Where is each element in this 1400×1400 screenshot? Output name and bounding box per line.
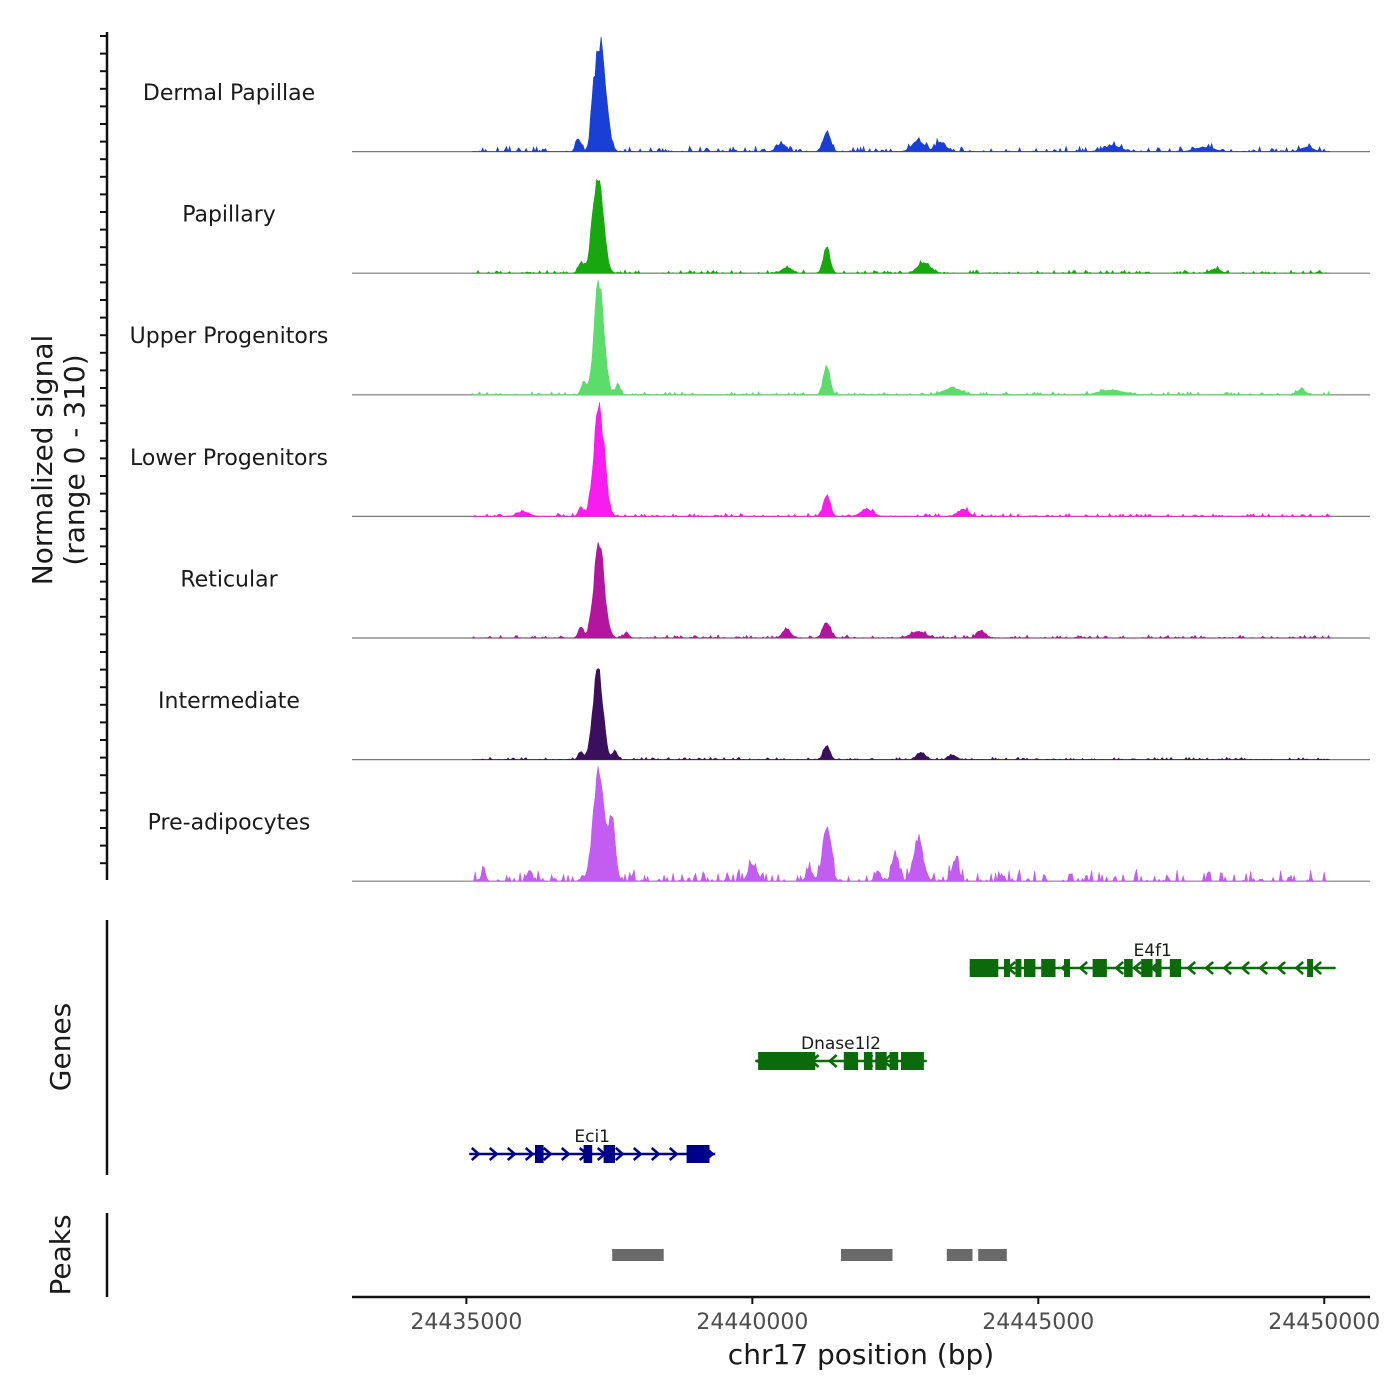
track-reticular: Reticular xyxy=(180,542,1370,639)
exon xyxy=(603,1145,615,1163)
strand-arrow xyxy=(1114,961,1124,975)
signal-panel: Normalized signal (range 0 - 310) Dermal… xyxy=(26,32,1370,883)
x-tick-label: 24440000 xyxy=(696,1310,808,1335)
exon xyxy=(1024,959,1036,977)
track-label: Upper Progenitors xyxy=(130,324,329,349)
strand-arrow xyxy=(506,1147,517,1161)
exon xyxy=(1169,959,1182,977)
strand-arrow xyxy=(488,1147,499,1161)
strand-arrow xyxy=(542,1147,553,1161)
exon xyxy=(758,1052,816,1070)
signal-area xyxy=(471,279,1331,396)
exon xyxy=(1124,959,1133,977)
exon xyxy=(1041,959,1056,977)
x-axis: 24435000 24440000 24445000 24450000 chr17 p… xyxy=(352,1295,1380,1371)
signal-area xyxy=(471,542,1331,639)
strand-arrow xyxy=(1078,961,1088,975)
signal-area xyxy=(471,178,1330,274)
exon xyxy=(1064,959,1070,977)
track-label: Papillary xyxy=(182,203,276,228)
exon xyxy=(863,1052,873,1070)
strand-arrow xyxy=(524,1147,535,1161)
track-label: Pre-adipocytes xyxy=(148,811,311,836)
track-intermediate: Intermediate xyxy=(158,668,1370,761)
strand-arrow xyxy=(668,1147,679,1161)
track-label: Dermal Papillae xyxy=(143,81,315,106)
strand-arrow xyxy=(1312,961,1322,975)
exon xyxy=(843,1052,859,1070)
strand-arrow xyxy=(1222,961,1232,975)
signal-area xyxy=(472,668,1330,761)
peaks-panel: Peaks xyxy=(44,1213,1007,1297)
y-axis-title-line1: Normalized signal xyxy=(26,335,59,586)
gene-dnase1l2: Dnase1l2 xyxy=(755,1034,927,1070)
exon xyxy=(969,959,999,977)
strand-arrow xyxy=(827,1054,838,1068)
gene-e4f1: E4f1 xyxy=(969,941,1336,977)
gene-label: E4f1 xyxy=(1134,941,1172,961)
strand-arrow xyxy=(1132,961,1142,975)
strand-arrow xyxy=(614,1147,625,1161)
exon xyxy=(686,1145,710,1163)
exon xyxy=(1015,959,1022,977)
gene-models: E4f1 Dnase1l2 Eci1 xyxy=(469,941,1336,1163)
gene-eci1: Eci1 xyxy=(469,1127,716,1163)
exon xyxy=(535,1145,544,1163)
exon xyxy=(901,1052,924,1070)
strand-arrow xyxy=(560,1147,571,1161)
exon xyxy=(1155,959,1162,977)
strand-arrow xyxy=(1240,961,1250,975)
exon xyxy=(1004,959,1010,977)
exon xyxy=(875,1052,887,1070)
track-upper-progenitors: Upper Progenitors xyxy=(130,279,1370,396)
strand-arrow xyxy=(1258,961,1268,975)
exon xyxy=(1141,959,1153,977)
strand-arrow xyxy=(1276,961,1286,975)
gene-label: Dnase1l2 xyxy=(801,1034,881,1054)
exon xyxy=(1307,959,1314,977)
genes-panel-label: Genes xyxy=(44,1003,77,1091)
exon xyxy=(1092,959,1107,977)
strand-arrow xyxy=(1186,961,1196,975)
strand-arrow xyxy=(1204,961,1214,975)
exon xyxy=(583,1145,593,1163)
track-papillary: Papillary xyxy=(182,178,1370,274)
strand-arrow xyxy=(632,1147,643,1161)
peak-region xyxy=(841,1249,893,1261)
x-tick-label: 24450000 xyxy=(1268,1310,1380,1335)
signal-area xyxy=(472,402,1331,518)
peak-regions xyxy=(612,1249,1007,1261)
x-axis-title: chr17 position (bp) xyxy=(728,1338,994,1371)
signal-y-ticks xyxy=(100,35,107,865)
signal-area xyxy=(472,36,1330,153)
exon xyxy=(889,1052,899,1070)
x-tick-label: 24435000 xyxy=(410,1310,522,1335)
track-label: Intermediate xyxy=(158,689,300,714)
genes-panel: Genes E4f1 Dnase1l2 Eci1 xyxy=(44,920,1336,1175)
peak-region xyxy=(946,1249,973,1261)
peak-region xyxy=(978,1249,1007,1261)
strand-arrow xyxy=(1294,961,1304,975)
gene-label: Eci1 xyxy=(574,1127,610,1147)
signal-tracks: Dermal Papillae Papillary Upper Progenitor… xyxy=(130,36,1370,883)
strand-arrow xyxy=(470,1147,481,1161)
track-dermal-papillae: Dermal Papillae xyxy=(143,36,1370,153)
x-tick-label: 24445000 xyxy=(982,1310,1094,1335)
strand-arrow xyxy=(650,1147,661,1161)
y-axis-title-line2: (range 0 - 310) xyxy=(58,354,91,565)
track-label: Lower Progenitors xyxy=(130,446,328,471)
peak-region xyxy=(612,1249,664,1261)
track-pre-adipocytes: Pre-adipocytes xyxy=(148,766,1370,883)
peaks-panel-label: Peaks xyxy=(44,1214,77,1295)
track-lower-progenitors: Lower Progenitors xyxy=(130,402,1370,518)
signal-area xyxy=(472,766,1330,883)
x-axis-ticks: 24435000 24440000 24445000 24450000 xyxy=(410,1297,1380,1335)
track-label: Reticular xyxy=(180,567,278,592)
